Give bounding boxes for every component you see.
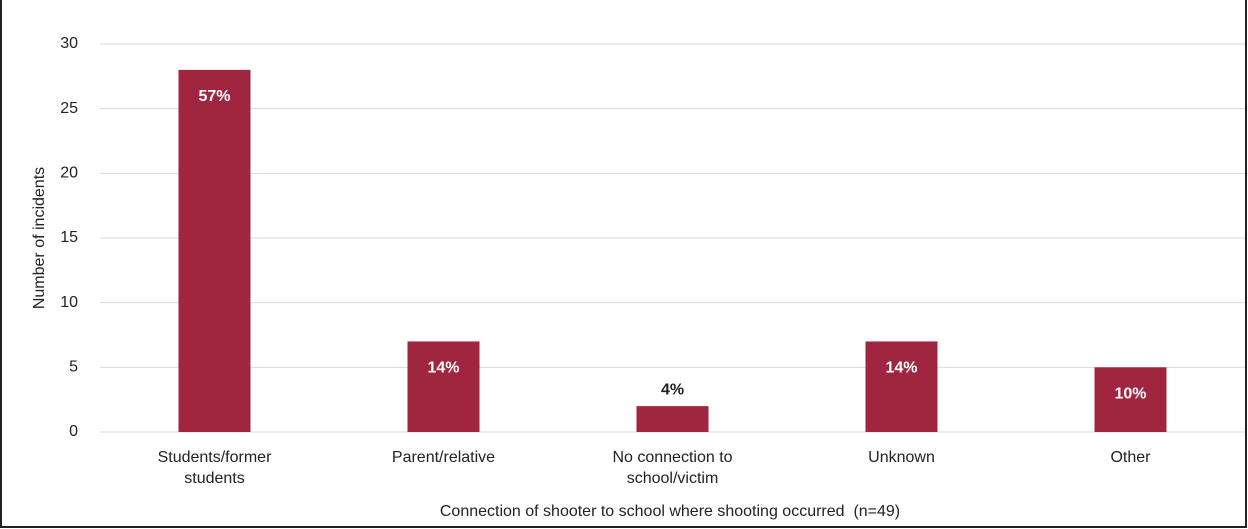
- data-label: 14%: [885, 360, 917, 377]
- x-tick-label: Unknown: [868, 449, 935, 466]
- x-axis-title: Connection of shooter to school where sh…: [440, 503, 900, 520]
- bar: [865, 341, 938, 432]
- bar: [1094, 367, 1167, 432]
- bar: [178, 69, 251, 432]
- data-label: 57%: [198, 88, 230, 105]
- bar: [407, 341, 480, 432]
- y-axis-title: Number of incidents: [31, 167, 48, 309]
- y-tick-label: 25: [60, 100, 78, 117]
- x-tick-label: school/victim: [627, 470, 719, 487]
- data-label: 10%: [1114, 386, 1146, 403]
- y-tick-label: 15: [60, 229, 78, 246]
- x-tick-label: No connection to: [612, 449, 732, 466]
- x-tick-label: students: [184, 470, 244, 487]
- data-label: 4%: [661, 381, 684, 398]
- y-tick-label: 20: [60, 165, 78, 182]
- data-label: 14%: [427, 360, 459, 377]
- x-tick-label: Other: [1110, 449, 1151, 466]
- bar: [636, 406, 709, 432]
- x-tick-label: Parent/relative: [392, 449, 495, 466]
- y-tick-label: 5: [69, 359, 78, 376]
- y-tick-label: 0: [69, 423, 78, 440]
- y-tick-label: 10: [60, 294, 78, 311]
- y-tick-label: 30: [60, 35, 78, 52]
- x-tick-label: Students/former: [158, 449, 273, 466]
